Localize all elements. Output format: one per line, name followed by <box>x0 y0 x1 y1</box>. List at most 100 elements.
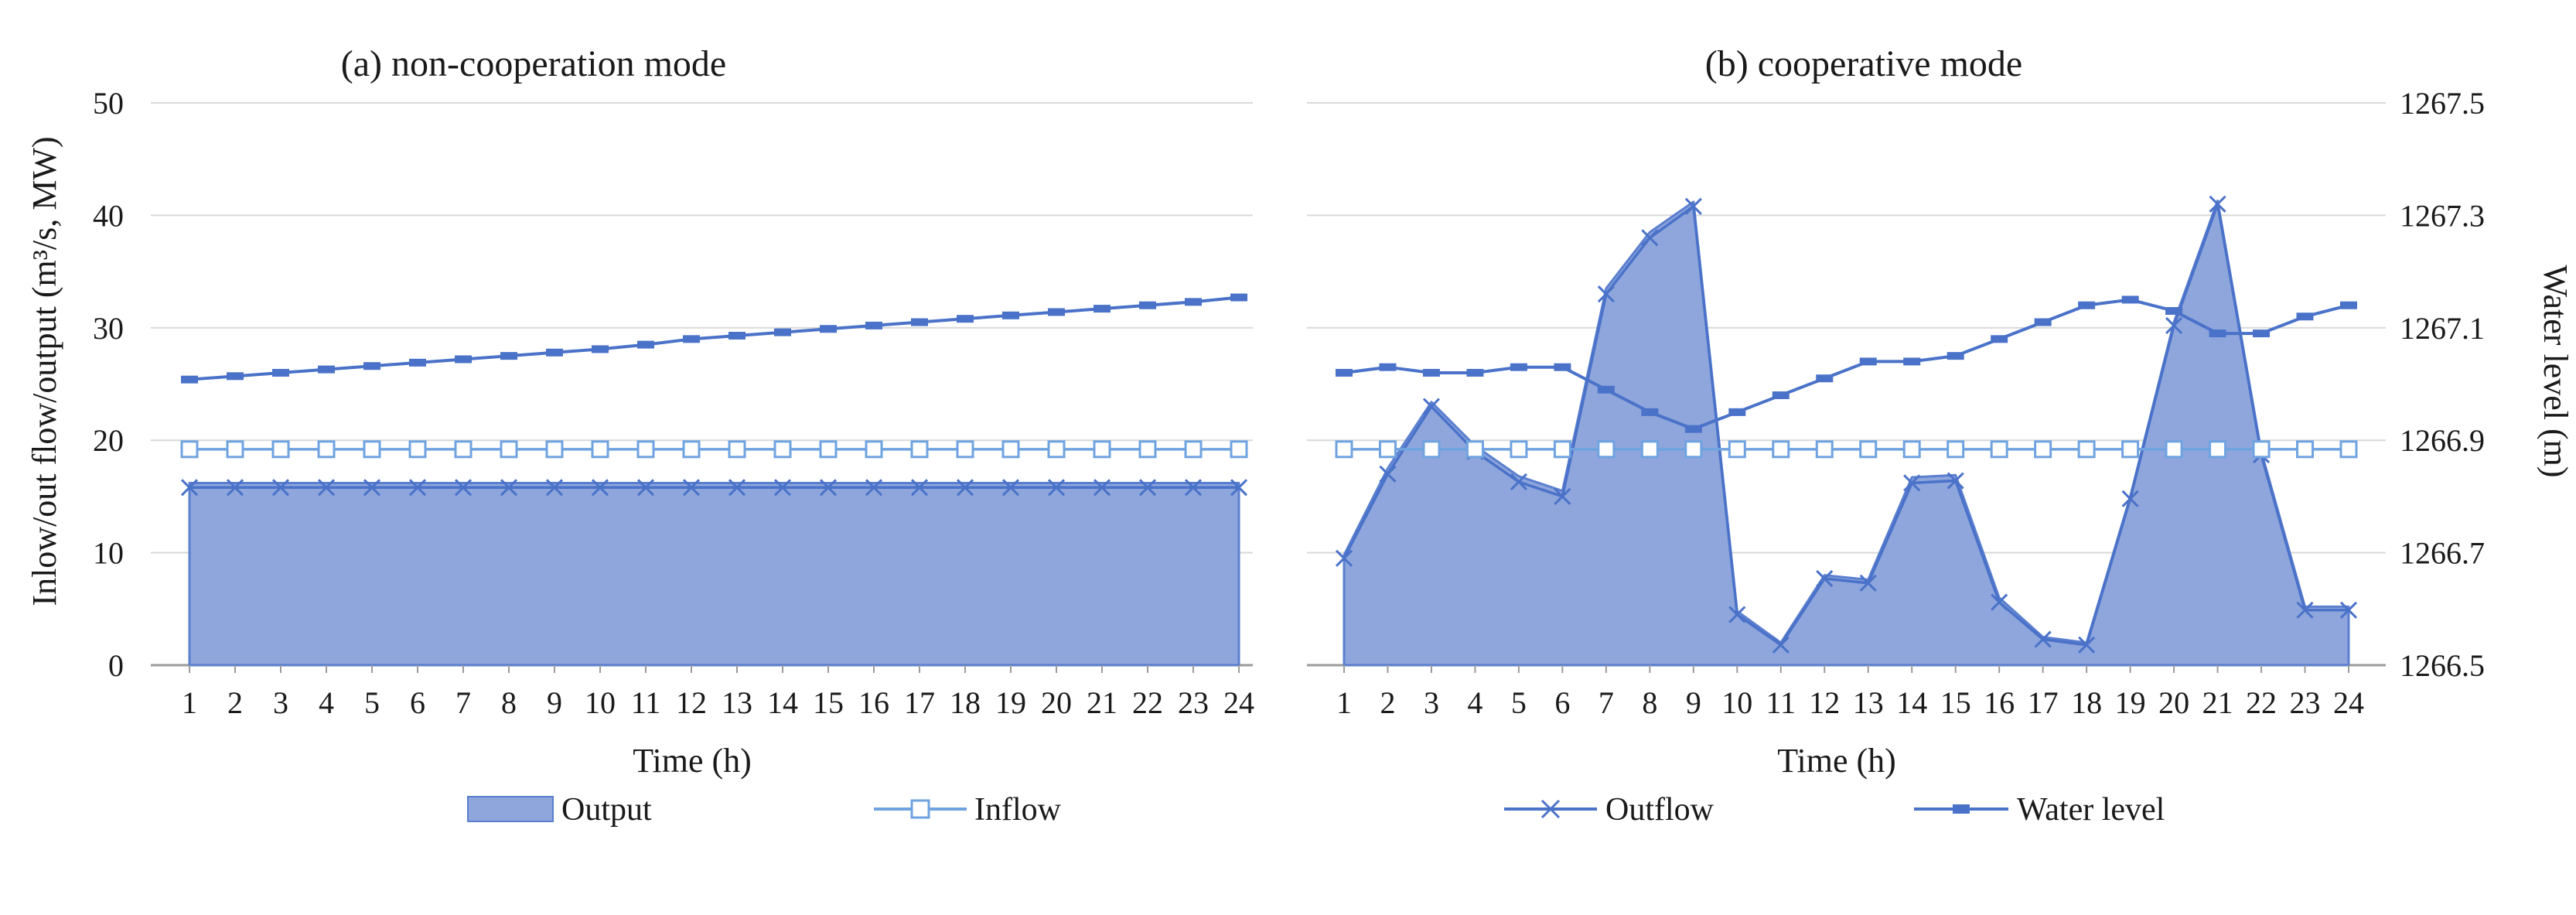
chart-b-x-tick-label: 7 <box>1598 685 1614 720</box>
chart-b-point-outflow <box>1335 549 1353 567</box>
chart-a-x-tick-label: 20 <box>1041 685 1072 720</box>
chart-a-point-line-x <box>226 479 244 497</box>
chart-a-y-tick-label: 30 <box>93 311 124 346</box>
chart-a-x-tick-label: 10 <box>585 685 616 720</box>
chart-b-point-line-square <box>2034 440 2052 459</box>
chart-a-point-inflow <box>819 440 838 459</box>
chart-a-y-tick-label: 20 <box>93 423 124 458</box>
chart-b-area <box>1343 199 2350 667</box>
chart-a-x-tick-label: 18 <box>950 685 981 720</box>
chart-b-point-outflow <box>1859 574 1877 592</box>
chart-panel-a: (a) non-cooperation mode 1 2 3 4 5 6 7 8 9 10 11 12… <box>26 43 1254 780</box>
chart-a-point-line-x <box>408 479 427 497</box>
chart-b-series-line-outflow <box>1343 203 2349 647</box>
chart-a-x-tick-label: 3 <box>273 685 288 720</box>
chart-b-point-water-level <box>2078 301 2096 309</box>
chart-b-title: (b) cooperative mode <box>1705 43 2022 84</box>
chart-a-point-inflow <box>910 440 929 459</box>
chart-a-point-line-x <box>1138 479 1157 497</box>
chart-b-right-y-ticks: 1266.5 1266.7 1266.9 1267.1 1267.3 1267.5 <box>2400 86 2485 683</box>
chart-a-point-line-dash <box>1048 308 1065 316</box>
chart-b-y-axis-title: Water level (m) <box>2537 265 2574 478</box>
chart-b-point-line-square <box>2165 440 2183 459</box>
chart-a-x-tick-label: 14 <box>767 685 798 720</box>
chart-a-point-line-dash <box>774 328 791 336</box>
chart-b-point-outflow <box>1641 229 1659 247</box>
chart-b-right-y-tick-label: 1266.7 <box>2400 536 2485 571</box>
chart-b-x-tick-label: 13 <box>1853 685 1884 720</box>
chart-b-point-line-square <box>1465 440 1484 459</box>
chart-b-point-outflow <box>1554 487 1571 505</box>
chart-b-point-outflow <box>1684 197 1702 215</box>
chart-b-point-line-square <box>2339 440 2358 459</box>
chart-a-x-tick-label: 8 <box>501 685 517 720</box>
legend-inflow-label: Inflow <box>974 792 1062 828</box>
chart-a-point-line-dash <box>1230 293 1247 302</box>
chart-a-y-axis-title: Inlow/out flow/output (m³/s, MW) <box>26 136 63 606</box>
chart-b-x-tick-label: 1 <box>1336 685 1352 720</box>
chart-b-point-water-level <box>2340 301 2357 309</box>
chart-a-point-inflow <box>773 440 792 459</box>
chart-a-title: (a) non-cooperation mode <box>341 43 726 84</box>
chart-b-point-line-square <box>1510 440 1528 459</box>
chart-a-point-inflow <box>1138 440 1157 459</box>
chart-b-x-tick-label: 23 <box>2290 685 2321 720</box>
chart-a-point-line-dash <box>318 365 335 374</box>
chart-a-point-line-dash <box>592 345 609 353</box>
chart-b-x-tick-label: 21 <box>2202 685 2233 720</box>
chart-b-point-water-level <box>1554 363 1571 371</box>
chart-a-x-tick-label: 6 <box>410 685 425 720</box>
chart-b-x-tick-label: 20 <box>2158 685 2189 720</box>
chart-a-x-tick-label: 7 <box>455 685 471 720</box>
chart-b-point-outflow <box>1991 593 2008 611</box>
chart-a-point-inflow <box>865 440 883 459</box>
chart-a-point-line-x <box>865 479 883 497</box>
chart-a-point-line-x <box>819 479 838 497</box>
chart-a-x-tick-label: 1 <box>182 685 197 720</box>
chart-a-point-inflow <box>454 440 473 459</box>
chart-b-x-tick-label: 3 <box>1424 685 1439 720</box>
chart-a-x-tick-label: 22 <box>1132 685 1163 720</box>
chart-b-x-tick-label: 6 <box>1554 685 1570 720</box>
chart-b-point-water-level <box>1510 363 1527 371</box>
chart-a-point-line-x <box>1047 479 1066 497</box>
chart-a-point-line-x <box>956 479 974 497</box>
chart-b-point-outflow <box>1510 473 1527 491</box>
chart-b-point-line-square <box>2121 440 2140 459</box>
chart-b-point-water-level <box>2209 329 2226 338</box>
chart-a-point-line-x <box>454 479 473 497</box>
chart-a-point-line-dash <box>683 335 700 343</box>
chart-b-lines <box>1335 195 2358 654</box>
chart-b-x-tick-label: 24 <box>2333 685 2364 720</box>
legend-inflow-marker <box>874 799 967 819</box>
chart-b-point-outflow <box>2165 316 2183 334</box>
chart-a-point-line-dash <box>911 318 928 326</box>
chart-a-area <box>188 481 1240 667</box>
chart-b-point-line-square <box>1772 440 1790 459</box>
chart-b-x-tick-label: 2 <box>1380 685 1395 720</box>
chart-b-x-tick-label: 5 <box>1511 685 1527 720</box>
chart-b-point-line-square <box>1902 440 1921 459</box>
chart-a-x-tick-label: 13 <box>722 685 752 720</box>
chart-a-point-line-x <box>500 479 518 497</box>
chart-a-point-line-dash <box>1094 305 1111 313</box>
chart-a-x-axis-title: Time (h) <box>633 742 752 780</box>
chart-a-x-tick-label: 11 <box>631 685 661 720</box>
chart-a-point-line-x <box>636 479 655 497</box>
chart-a-series-line-line-dash <box>189 295 1240 381</box>
chart-b-point-line-square <box>1335 440 1353 459</box>
chart-a-lines <box>180 293 1248 497</box>
chart-a-point-line-dash <box>363 362 380 370</box>
chart-b-point-water-level <box>1903 357 1921 366</box>
chart-b-point-outflow <box>2034 630 2052 648</box>
chart-a-point-line-dash <box>1185 298 1202 306</box>
chart-a-x-tick-label: 12 <box>676 685 707 720</box>
chart-a-point-line-x <box>271 479 290 497</box>
chart-b-point-line-square <box>1859 440 1878 459</box>
chart-b-x-tick-label: 15 <box>1940 685 1971 720</box>
chart-b-point-outflow <box>1728 606 1746 623</box>
chart-a-point-inflow <box>317 440 336 459</box>
chart-b-x-tick-label: 19 <box>2115 685 2146 720</box>
chart-a-x-tick-label: 2 <box>227 685 243 720</box>
chart-a-point-inflow <box>682 440 701 459</box>
